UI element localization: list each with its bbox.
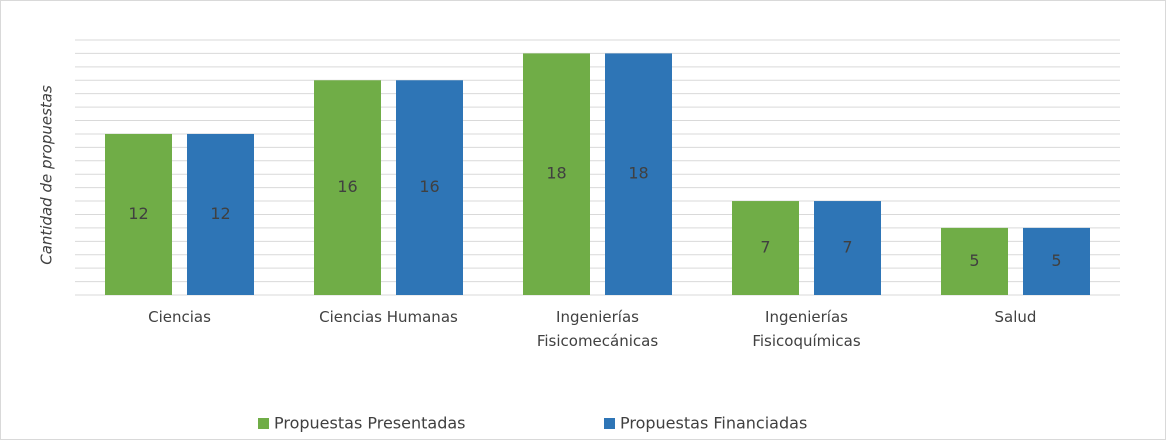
data-label: 7 bbox=[760, 238, 770, 257]
bar bbox=[941, 227, 1008, 295]
legend-swatch bbox=[604, 418, 615, 429]
data-label: 12 bbox=[128, 204, 148, 223]
bar bbox=[523, 53, 590, 295]
legend-label: Propuestas Presentadas bbox=[274, 414, 466, 433]
data-label: 5 bbox=[1051, 251, 1061, 270]
bar bbox=[1023, 227, 1090, 295]
bar bbox=[187, 133, 254, 295]
bar bbox=[314, 80, 381, 296]
x-tick-label: Ingenierías Fisicoquímicas bbox=[752, 308, 861, 350]
data-label: 16 bbox=[419, 177, 439, 196]
x-tick-label: Ciencias bbox=[148, 308, 211, 326]
bar bbox=[605, 53, 672, 295]
legend-label: Propuestas Financiadas bbox=[620, 414, 807, 433]
data-label: 12 bbox=[210, 204, 230, 223]
data-label: 18 bbox=[546, 164, 566, 183]
data-label: 16 bbox=[337, 177, 357, 196]
x-tick-label: Ingenierías Fisicomecánicas bbox=[537, 308, 659, 350]
legend-swatch bbox=[258, 418, 269, 429]
x-tick-label: Salud bbox=[995, 308, 1037, 326]
bar bbox=[105, 133, 172, 295]
bar bbox=[814, 201, 881, 295]
y-axis-title: Cantidad de propuestas bbox=[38, 85, 56, 265]
bar bbox=[396, 80, 463, 296]
data-label: 5 bbox=[969, 251, 979, 270]
x-tick-label: Ciencias Humanas bbox=[319, 308, 458, 326]
data-label: 7 bbox=[842, 238, 852, 257]
data-label: 18 bbox=[628, 164, 648, 183]
bar bbox=[732, 201, 799, 295]
